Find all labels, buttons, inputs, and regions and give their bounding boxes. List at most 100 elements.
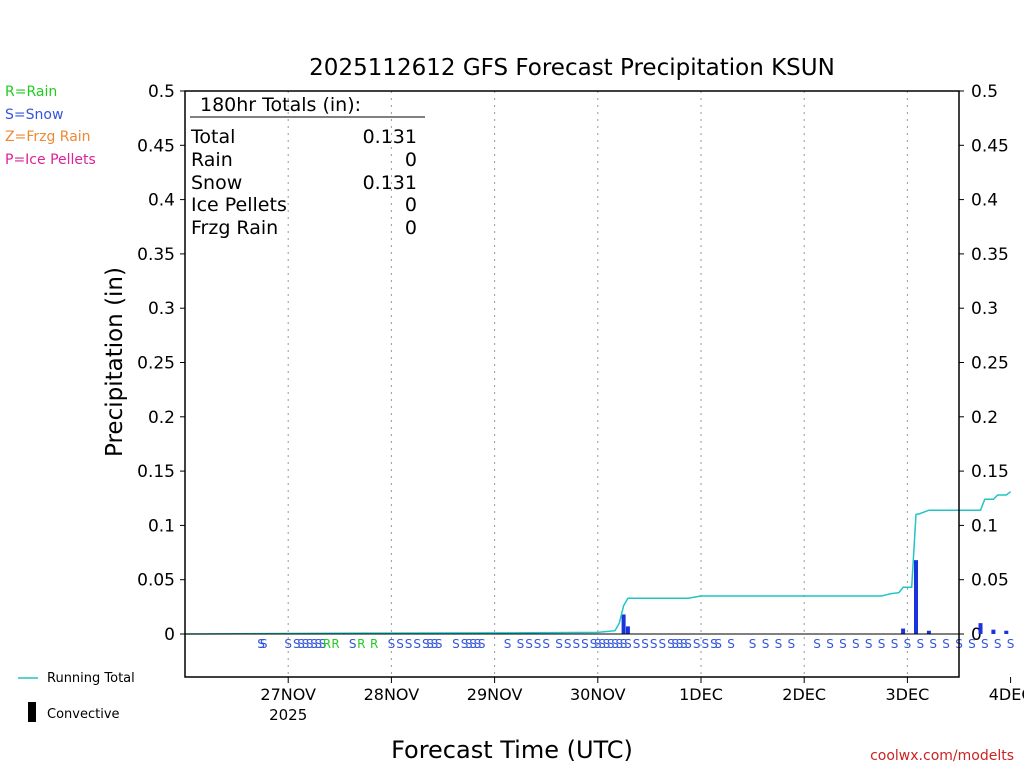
totals-value-total: 0.131 xyxy=(363,126,417,148)
totals-heading: 180hr Totals (in): xyxy=(200,94,361,116)
ptype-marker: S xyxy=(590,637,598,651)
ptype-marker: S xyxy=(465,637,473,651)
chart-legend: R=Rain S=Snow Z=Frzg Rain P=Ice Pellets … xyxy=(5,84,135,722)
ptype-marker: S xyxy=(641,637,649,651)
ptype-marker: S xyxy=(469,637,477,651)
ptype-marker: S xyxy=(594,637,602,651)
y-tick-label-left: 0 xyxy=(164,625,175,645)
precip-bar xyxy=(978,623,983,634)
legend-rain: R=Rain xyxy=(5,84,57,100)
y-tick-label-left: 0.25 xyxy=(137,354,175,374)
x-axis-ticks: 27NOV 28NOV 29NOV 30NOV 1DEC 2DEC 3DEC 4DEC xyxy=(260,677,1024,704)
ptype-marker: S xyxy=(650,637,658,651)
ptype-marker: S xyxy=(624,637,632,651)
x-tick-label: 4DEC xyxy=(989,685,1024,704)
ptype-marker: S xyxy=(297,637,305,651)
ptype-marker: S xyxy=(564,637,572,651)
plot-frame xyxy=(184,90,960,678)
legend-running-total: Running Total xyxy=(47,671,135,686)
y-tick-label-left: 0.4 xyxy=(148,191,175,211)
ptype-marker: S xyxy=(929,637,937,651)
y-tick-label-right: 0.3 xyxy=(971,299,998,319)
ptype-marker: S xyxy=(865,637,873,651)
totals-value-snow: 0.131 xyxy=(363,172,417,194)
ptype-marker: S xyxy=(388,637,396,651)
totals-label-snow: Snow xyxy=(191,172,242,194)
y-tick-label-right: 0.1 xyxy=(971,516,998,536)
x-tick-label: 1DEC xyxy=(679,685,723,704)
legend-convective-swatch xyxy=(28,702,36,722)
legend-ice-pellets: P=Ice Pellets xyxy=(5,152,96,168)
ptype-marker: S xyxy=(813,637,821,651)
y-tick-label-right: 0.2 xyxy=(971,408,998,428)
x-tick-label: 28NOV xyxy=(364,685,420,704)
ptype-marker: S xyxy=(534,637,542,651)
y-tick-label-right: 0.35 xyxy=(971,245,1009,265)
ptype-marker: S xyxy=(916,637,924,651)
ptype-marker: S xyxy=(994,637,1002,651)
totals-label-freezing-rain: Frzg Rain xyxy=(191,217,278,239)
y-tick-label-left: 0.3 xyxy=(148,299,175,319)
ptype-marker: S xyxy=(676,637,684,651)
ptype-marker: S xyxy=(555,637,563,651)
ptype-marker: S xyxy=(615,637,623,651)
ptype-marker: S xyxy=(878,637,886,651)
credit-text: coolwx.com/modelts xyxy=(870,748,1014,764)
totals-label-ice-pellets: Ice Pellets xyxy=(191,194,287,216)
x-axis-label: Forecast Time (UTC) xyxy=(391,736,633,764)
precip-bar xyxy=(914,560,918,634)
ptype-marker: S xyxy=(611,637,619,651)
ptype-marker: S xyxy=(852,637,860,651)
ptype-marker: S xyxy=(826,637,834,651)
y-tick-label-left: 0.35 xyxy=(137,245,175,265)
x-tick-label: 29NOV xyxy=(467,685,523,704)
ptype-marker: R xyxy=(323,637,331,651)
ptype-marker: S xyxy=(1007,637,1015,651)
ptype-marker: S xyxy=(572,637,580,651)
ptype-marker: S xyxy=(525,637,533,651)
y-tick-label-left: 0.5 xyxy=(148,82,175,102)
ptype-marker: S xyxy=(714,637,722,651)
x-axis-year-label: 2025 xyxy=(269,706,307,724)
ptype-marker: R xyxy=(357,637,365,651)
precip-bar xyxy=(926,630,931,634)
ptype-marker: S xyxy=(787,637,795,651)
y-tick-label-left: 0.05 xyxy=(137,571,175,591)
ptype-marker: S xyxy=(504,637,512,651)
ptype-marker: S xyxy=(461,637,469,651)
ptype-marker: S xyxy=(839,637,847,651)
ptype-marker: S xyxy=(396,637,404,651)
ptype-marker: S xyxy=(684,637,692,651)
ptype-marker: S xyxy=(260,637,268,651)
ptype-marker: S xyxy=(319,637,327,651)
ptype-marker: S xyxy=(435,637,443,651)
ptype-marker: S xyxy=(431,637,439,651)
ptype-marker: S xyxy=(658,637,666,651)
ptype-marker: S xyxy=(891,637,899,651)
ptype-marker: S xyxy=(413,637,421,651)
totals-value-freezing-rain: 0 xyxy=(405,217,417,239)
ptype-marker: S xyxy=(349,637,357,651)
ptype-marker: S xyxy=(667,637,675,651)
y-tick-label-left: 0.2 xyxy=(148,408,175,428)
ptype-marker: S xyxy=(517,637,525,651)
ptype-marker: S xyxy=(452,637,460,651)
ptype-marker: S xyxy=(257,637,265,651)
y-tick-label-right: 0 xyxy=(971,625,982,645)
ptype-marker: S xyxy=(749,637,757,651)
ptype-marker: S xyxy=(968,637,976,651)
totals-box: 180hr Totals (in): Total 0.131 Rain 0 Sn… xyxy=(190,94,425,239)
ptype-marker: S xyxy=(405,637,413,651)
ptype-marker: S xyxy=(693,637,701,651)
precip-bar xyxy=(901,628,906,634)
ptype-marker: S xyxy=(426,637,434,651)
totals-label-rain: Rain xyxy=(191,149,233,171)
y-tick-label-left: 0.45 xyxy=(137,136,175,156)
ptype-marker: S xyxy=(775,637,783,651)
ptype-marker: S xyxy=(633,637,641,651)
ptype-marker: S xyxy=(310,637,318,651)
ptype-marker: S xyxy=(474,637,482,651)
x-tick-label: 3DEC xyxy=(886,685,930,704)
ptype-marker: S xyxy=(942,637,950,651)
